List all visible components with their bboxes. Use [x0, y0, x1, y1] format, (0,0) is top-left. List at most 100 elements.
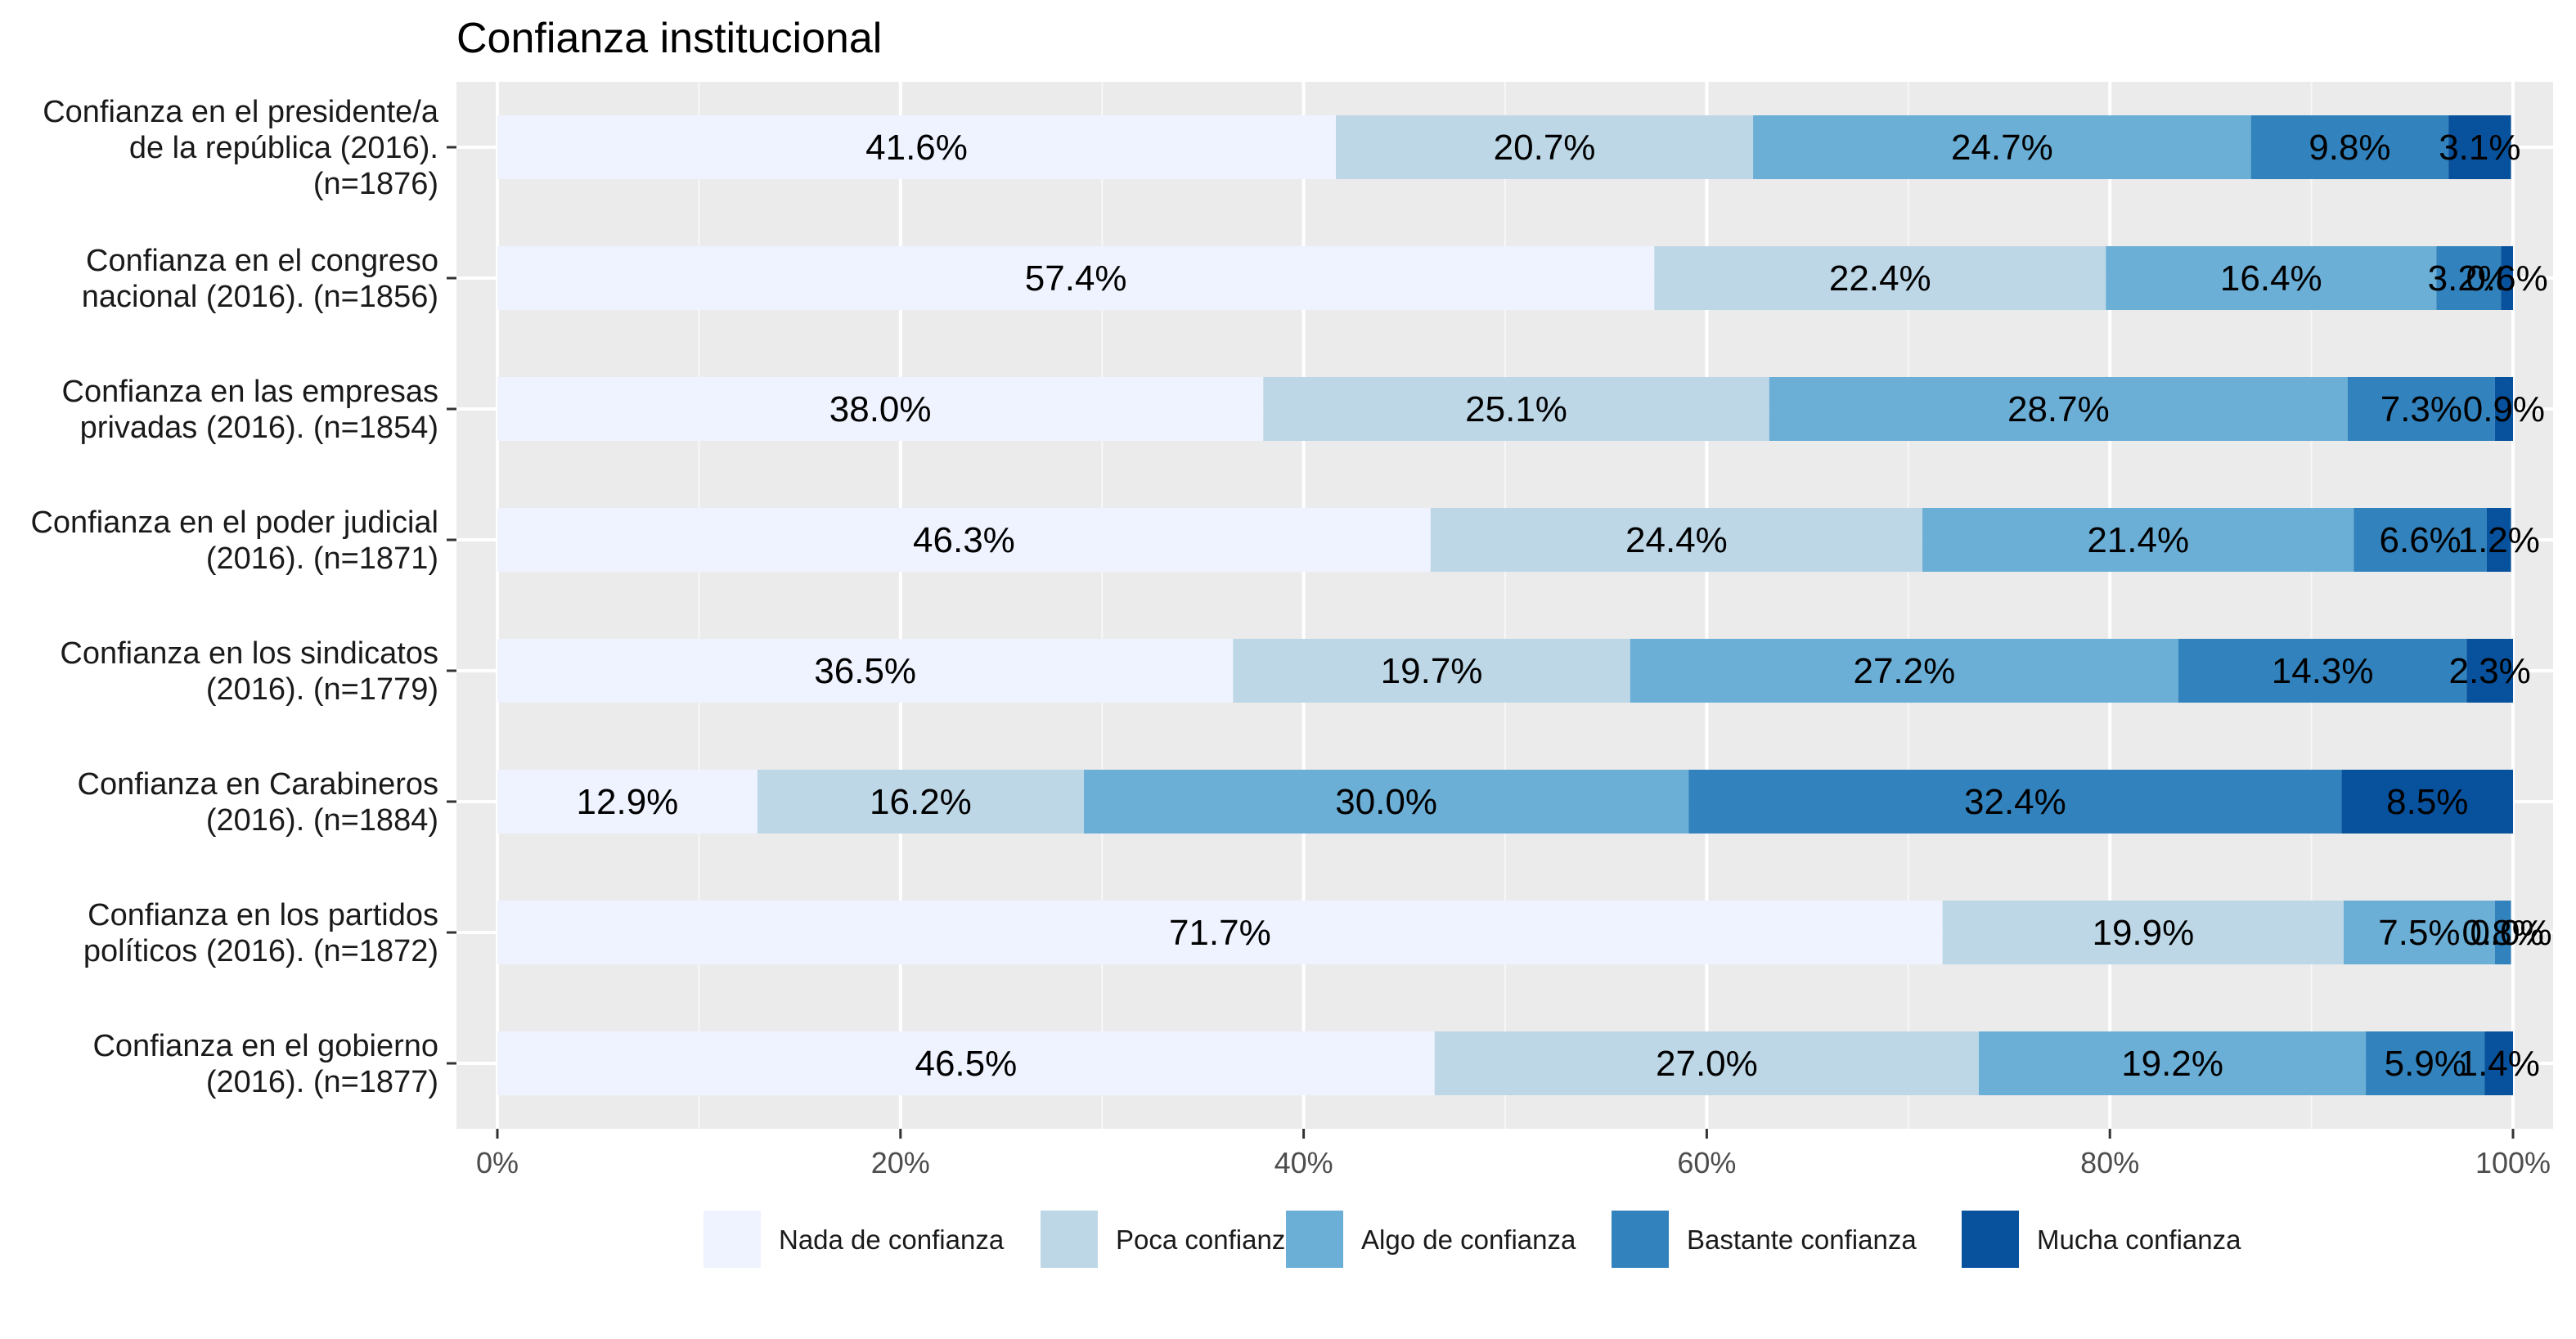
bar-segment [1630, 639, 2178, 703]
bar-segment [1434, 1031, 1980, 1095]
bar-segment [497, 770, 758, 834]
data-label: 12.9% [577, 782, 679, 822]
category-label-line: (2016). (n=1877) [206, 1065, 438, 1099]
data-label: 21.4% [2087, 520, 2189, 560]
bar-segment [1769, 377, 2348, 441]
bar-segment [2466, 639, 2513, 703]
category-label: Confianza en el congreso nacional (2016).… [82, 244, 438, 314]
bar-segment [1233, 639, 1630, 703]
category-label-line: políticos (2016). (n=1872) [83, 934, 438, 968]
category-label: Confianza en los partidos políticos (2016… [83, 898, 438, 968]
category-label-line: de la república (2016). [129, 131, 438, 165]
bar-segment [1430, 508, 1923, 572]
bar-segment [2494, 901, 2511, 964]
category-label: Confianza en Carabineros (2016). (n=1884) [78, 767, 439, 838]
data-label: 0.9% [2463, 389, 2545, 429]
data-label: 28.7% [2007, 389, 2110, 429]
x-tick-label: 100% [2475, 1146, 2551, 1179]
bar-segment [757, 770, 1085, 834]
x-tick-label: 20% [871, 1146, 930, 1179]
bar-segment [1942, 901, 2344, 964]
data-label: 7.5% [2378, 913, 2460, 953]
data-label: 16.4% [2220, 258, 2322, 299]
data-label: 46.3% [913, 520, 1015, 560]
legend-label: Nada de confianza [779, 1224, 1005, 1255]
data-label: 0.0% [2470, 913, 2551, 953]
data-label: 24.4% [1625, 520, 1728, 560]
data-label: 0.6% [2466, 258, 2547, 299]
bar-segment [2501, 246, 2513, 310]
bar-segment [2436, 246, 2502, 310]
bar-segment [2344, 901, 2495, 964]
category-label-line: privadas (2016). (n=1854) [80, 411, 438, 445]
data-label: 32.4% [1964, 782, 2066, 822]
bar-segment [497, 115, 1337, 179]
category-label-line: Confianza en las empresas [62, 375, 438, 409]
category-label: Confianza en el gobierno (2016). (n=1877) [92, 1029, 438, 1099]
bar-segment [1922, 508, 2354, 572]
data-label: 71.7% [1169, 913, 1271, 953]
bar-segment [497, 639, 1234, 703]
bar-segment [497, 508, 1431, 572]
data-label: 36.5% [814, 651, 916, 691]
data-label: 0.8% [2462, 913, 2544, 953]
category-label-line: Confianza en el congreso [86, 244, 438, 278]
legend-key [704, 1211, 761, 1268]
bar-segment [1084, 770, 1689, 834]
bar-segment [2448, 115, 2511, 179]
data-label: 38.0% [829, 389, 932, 429]
category-label-line: (2016). (n=1884) [206, 803, 438, 838]
legend-key [1962, 1211, 2019, 1268]
data-label: 27.2% [1853, 651, 1955, 691]
bar-segment [2250, 115, 2449, 179]
data-label: 20.7% [1494, 128, 1596, 168]
data-label: 27.0% [1656, 1044, 1758, 1084]
data-label: 6.6% [2380, 520, 2461, 560]
legend-label: Poca confianza [1116, 1224, 1301, 1255]
legend-label: Bastante confianza [1687, 1224, 1917, 1255]
data-label: 30.0% [1335, 782, 1437, 822]
bar-segment [497, 377, 1264, 441]
x-tick-label: 40% [1275, 1146, 1333, 1179]
bar-segment [2341, 770, 2513, 834]
data-label: 22.4% [1829, 258, 1931, 299]
x-tick-label: 60% [1677, 1146, 1736, 1179]
bar-segment [1263, 377, 1769, 441]
category-label-line: Confianza en los sindicatos [60, 636, 438, 671]
category-label-line: Confianza en el poder judicial [30, 505, 438, 540]
bar-segment [497, 901, 1943, 964]
data-label: 8.5% [2386, 782, 2468, 822]
data-label: 3.2% [2428, 258, 2510, 299]
data-label: 24.7% [1951, 128, 2053, 168]
data-label: 14.3% [2272, 651, 2374, 691]
data-label: 9.8% [2309, 128, 2390, 168]
category-label: Confianza en el poder judicial (2016). (n… [30, 505, 438, 576]
bar-segment [2178, 639, 2467, 703]
bar-segment [2366, 1031, 2485, 1095]
data-label: 46.5% [915, 1044, 1017, 1084]
category-label-line: Confianza en Carabineros [78, 767, 439, 802]
x-tick-label: 80% [2080, 1146, 2139, 1179]
bar-segment [1336, 115, 1754, 179]
data-label: 25.1% [1465, 389, 1567, 429]
category-label: Confianza en los sindicatos (2016). (n=17… [60, 636, 438, 707]
data-label: 19.2% [2121, 1044, 2223, 1084]
bar-segment [2353, 508, 2487, 572]
data-label: 2.3% [2449, 651, 2531, 691]
category-label-line: (2016). (n=1779) [206, 672, 438, 707]
data-label: 3.1% [2439, 128, 2520, 168]
data-label: 16.2% [870, 782, 972, 822]
category-label-line: Confianza en el presidente/a [43, 95, 439, 129]
data-label: 5.9% [2385, 1044, 2466, 1084]
bar-segment [1753, 115, 2251, 179]
bar-segment [1979, 1031, 2367, 1095]
data-label: 7.3% [2380, 389, 2462, 429]
legend-key [1286, 1211, 1343, 1268]
bar-segment [2347, 377, 2495, 441]
bar-segment [2494, 377, 2513, 441]
legend-key [1041, 1211, 1098, 1268]
bar-segment [2484, 1031, 2513, 1095]
data-label: 1.4% [2458, 1044, 2540, 1084]
